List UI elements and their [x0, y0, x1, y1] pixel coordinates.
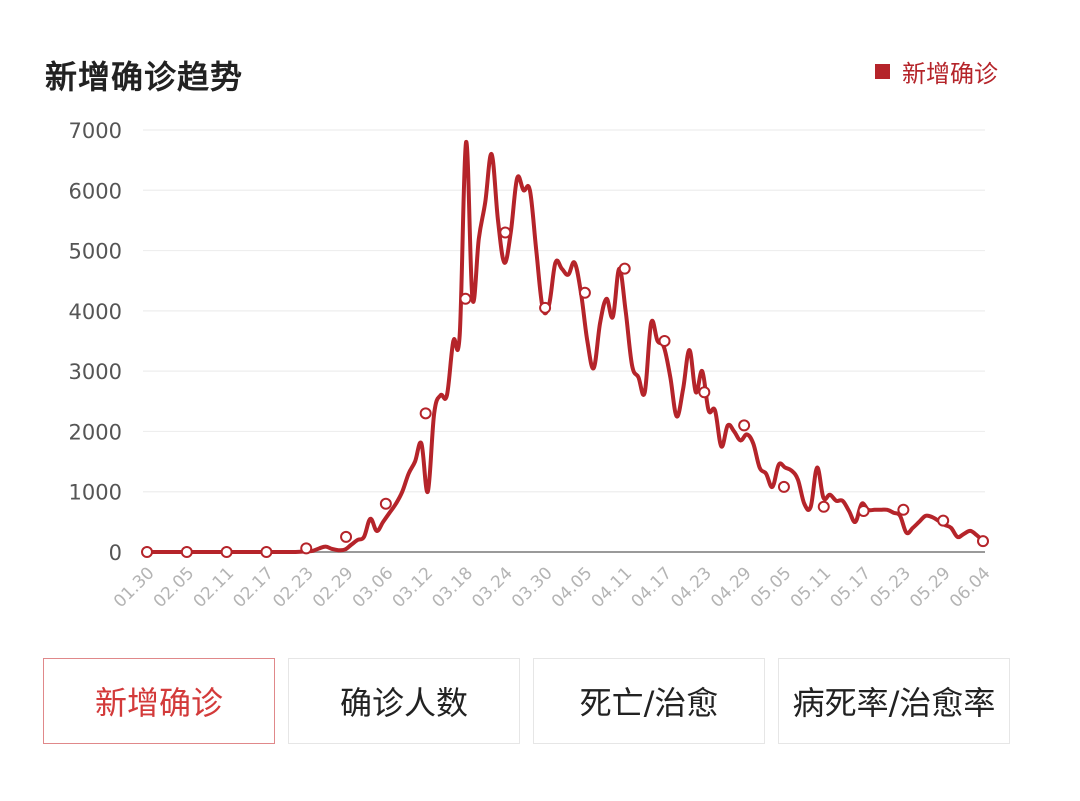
x-tick-label: 03.24: [468, 563, 517, 612]
x-tick-label: 05.29: [906, 563, 955, 612]
x-tick-label: 03.06: [349, 563, 398, 612]
y-tick-label: 5000: [69, 240, 122, 264]
x-tick-label: 03.18: [428, 563, 477, 612]
data-point[interactable]: [897, 503, 910, 516]
legend-swatch-square: [875, 64, 890, 79]
y-tick-label: 0: [109, 541, 122, 565]
x-tick-label: 03.30: [508, 563, 557, 612]
y-tick-label: 1000: [69, 481, 122, 505]
data-point[interactable]: [977, 535, 989, 548]
data-point[interactable]: [220, 546, 233, 558]
chart-title: 新增确诊趋势: [45, 58, 244, 96]
y-tick-label: 7000: [69, 119, 122, 143]
x-tick-label: 02.05: [150, 563, 199, 612]
y-tick-label: 3000: [69, 360, 122, 384]
x-tick-label: 04.29: [707, 563, 756, 612]
legend-label: 新增确诊: [902, 60, 998, 88]
data-point[interactable]: [340, 530, 353, 543]
tab-confirmed-total[interactable]: 确诊人数: [288, 658, 520, 744]
x-tick-label: 02.23: [269, 563, 318, 612]
legend[interactable]: 新增确诊: [875, 54, 998, 89]
data-point[interactable]: [300, 542, 313, 555]
x-tick-label: 06.04: [946, 563, 995, 612]
data-point[interactable]: [618, 262, 631, 275]
x-tick-label: 02.29: [309, 563, 358, 612]
tab-new-confirmed[interactable]: 新增确诊: [43, 658, 275, 744]
data-point[interactable]: [578, 286, 591, 299]
x-tick-label: 04.11: [588, 563, 637, 612]
x-tick-label: 05.23: [866, 563, 915, 612]
data-point[interactable]: [141, 546, 153, 558]
data-point[interactable]: [658, 335, 671, 347]
x-tick-label: 03.12: [389, 563, 438, 612]
data-point[interactable]: [539, 301, 552, 314]
data-point[interactable]: [260, 546, 273, 558]
x-tick-label: 02.11: [190, 563, 239, 612]
data-point[interactable]: [499, 226, 512, 239]
data-point[interactable]: [459, 292, 472, 305]
data-point[interactable]: [180, 546, 193, 558]
tab-deaths-recovered[interactable]: 死亡/治愈: [533, 658, 765, 744]
data-point[interactable]: [698, 386, 711, 399]
data-point[interactable]: [817, 500, 830, 513]
data-point[interactable]: [777, 480, 790, 493]
metric-tabs: 新增确诊 确诊人数 死亡/治愈 病死率/治愈率: [43, 658, 1010, 744]
series-line-new-confirmed: [145, 140, 985, 555]
y-tick-label: 4000: [69, 300, 122, 324]
x-tick-label: 05.17: [827, 563, 876, 612]
x-tick-label: 01.30: [110, 563, 159, 612]
x-tick-label: 05.05: [747, 563, 796, 612]
x-tick-label: 04.17: [628, 563, 677, 612]
y-tick-label: 6000: [69, 179, 122, 203]
x-tick-label: 04.05: [548, 563, 597, 612]
tab-fatality-recovery-rate[interactable]: 病死率/治愈率: [778, 658, 1010, 744]
x-tick-label: 02.17: [229, 563, 278, 612]
x-tick-label: 04.23: [667, 563, 716, 612]
data-point[interactable]: [379, 497, 392, 510]
data-point[interactable]: [419, 407, 432, 420]
data-point[interactable]: [738, 419, 751, 432]
y-tick-label: 2000: [69, 420, 122, 444]
x-tick-label: 05.11: [787, 563, 836, 612]
data-point[interactable]: [857, 505, 870, 518]
data-point[interactable]: [937, 514, 950, 527]
